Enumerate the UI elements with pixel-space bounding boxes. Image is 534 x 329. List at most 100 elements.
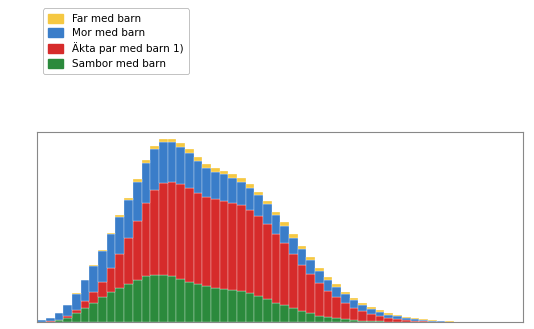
Bar bbox=[64, 318, 72, 322]
Bar bbox=[202, 168, 211, 197]
Bar bbox=[384, 313, 393, 315]
Bar bbox=[185, 282, 193, 322]
Bar bbox=[263, 224, 272, 299]
Bar bbox=[72, 310, 81, 313]
Bar bbox=[324, 277, 332, 280]
Bar bbox=[115, 254, 124, 288]
Bar bbox=[307, 274, 315, 313]
Bar bbox=[341, 303, 350, 319]
Bar bbox=[89, 292, 98, 303]
Bar bbox=[263, 204, 272, 224]
Bar bbox=[133, 280, 142, 322]
Bar bbox=[428, 320, 436, 321]
Bar bbox=[297, 249, 307, 265]
Bar bbox=[81, 280, 89, 301]
Bar bbox=[376, 321, 384, 322]
Bar bbox=[185, 153, 193, 188]
Bar bbox=[350, 308, 358, 320]
Bar bbox=[280, 226, 289, 243]
Bar bbox=[193, 161, 202, 193]
Bar bbox=[133, 182, 142, 221]
Bar bbox=[332, 297, 341, 318]
Bar bbox=[124, 198, 133, 200]
Bar bbox=[384, 318, 393, 322]
Bar bbox=[142, 163, 150, 203]
Bar bbox=[185, 149, 193, 153]
Bar bbox=[307, 313, 315, 322]
Bar bbox=[168, 182, 176, 276]
Bar bbox=[107, 268, 115, 292]
Bar bbox=[142, 276, 150, 322]
Bar bbox=[324, 280, 332, 291]
Bar bbox=[193, 157, 202, 161]
Bar bbox=[402, 317, 411, 318]
Bar bbox=[98, 250, 107, 251]
Bar bbox=[133, 221, 142, 280]
Bar bbox=[211, 288, 219, 322]
Bar bbox=[315, 316, 324, 322]
Bar bbox=[159, 275, 168, 322]
Bar bbox=[64, 316, 72, 318]
Bar bbox=[280, 243, 289, 305]
Bar bbox=[46, 318, 54, 321]
Bar bbox=[142, 160, 150, 163]
Bar bbox=[246, 293, 254, 322]
Bar bbox=[376, 316, 384, 321]
Bar bbox=[307, 261, 315, 274]
Bar bbox=[402, 318, 411, 320]
Bar bbox=[315, 283, 324, 316]
Bar bbox=[411, 318, 419, 319]
Bar bbox=[358, 305, 367, 311]
Bar bbox=[324, 291, 332, 317]
Bar bbox=[315, 271, 324, 283]
Bar bbox=[350, 320, 358, 322]
Bar bbox=[202, 197, 211, 286]
Bar bbox=[219, 289, 228, 322]
Bar bbox=[419, 320, 428, 321]
Bar bbox=[176, 147, 185, 184]
Bar bbox=[350, 300, 358, 308]
Bar bbox=[159, 139, 168, 142]
Bar bbox=[124, 238, 133, 284]
Bar bbox=[237, 182, 246, 205]
Bar bbox=[115, 217, 124, 254]
Bar bbox=[211, 199, 219, 288]
Bar bbox=[307, 257, 315, 261]
Bar bbox=[176, 279, 185, 322]
Bar bbox=[228, 174, 237, 178]
Bar bbox=[350, 298, 358, 300]
Bar bbox=[150, 146, 159, 149]
Bar bbox=[436, 321, 445, 322]
Bar bbox=[297, 265, 307, 311]
Bar bbox=[219, 174, 228, 201]
Bar bbox=[254, 195, 263, 216]
Bar bbox=[81, 301, 89, 308]
Bar bbox=[115, 215, 124, 217]
Bar bbox=[176, 143, 185, 147]
Bar bbox=[54, 313, 64, 320]
Bar bbox=[419, 319, 428, 320]
Bar bbox=[150, 190, 159, 275]
Bar bbox=[54, 320, 64, 322]
Bar bbox=[280, 222, 289, 226]
Bar bbox=[289, 308, 297, 322]
Bar bbox=[228, 203, 237, 290]
Bar bbox=[393, 316, 402, 319]
Bar bbox=[133, 179, 142, 182]
Bar bbox=[150, 275, 159, 322]
Bar bbox=[411, 321, 419, 322]
Bar bbox=[428, 321, 436, 322]
Bar bbox=[193, 284, 202, 322]
Bar bbox=[280, 305, 289, 322]
Bar bbox=[98, 282, 107, 297]
Bar bbox=[37, 320, 46, 322]
Bar bbox=[419, 321, 428, 322]
Bar bbox=[272, 212, 280, 215]
Bar bbox=[393, 319, 402, 322]
Bar bbox=[367, 309, 376, 314]
Legend: Far med barn, Mor med barn, Äkta par med barn 1), Sambor med barn: Far med barn, Mor med barn, Äkta par med… bbox=[43, 9, 189, 74]
Bar bbox=[367, 307, 376, 309]
Bar bbox=[159, 142, 168, 183]
Bar bbox=[332, 287, 341, 297]
Bar bbox=[289, 238, 297, 254]
